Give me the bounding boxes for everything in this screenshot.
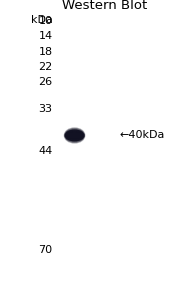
Text: 44: 44 [38, 146, 52, 156]
Ellipse shape [64, 128, 85, 143]
Text: Western Blot: Western Blot [62, 0, 148, 12]
Ellipse shape [65, 130, 84, 141]
Ellipse shape [66, 132, 83, 139]
Ellipse shape [65, 129, 84, 142]
Text: 70: 70 [38, 245, 52, 255]
Text: 10: 10 [39, 16, 52, 26]
Text: 22: 22 [38, 62, 52, 72]
Text: ←40kDa: ←40kDa [119, 130, 165, 140]
Text: kDa: kDa [31, 15, 52, 25]
Text: 14: 14 [38, 32, 52, 41]
Text: 33: 33 [39, 104, 52, 114]
Text: 26: 26 [38, 77, 52, 87]
Text: 18: 18 [38, 46, 52, 57]
